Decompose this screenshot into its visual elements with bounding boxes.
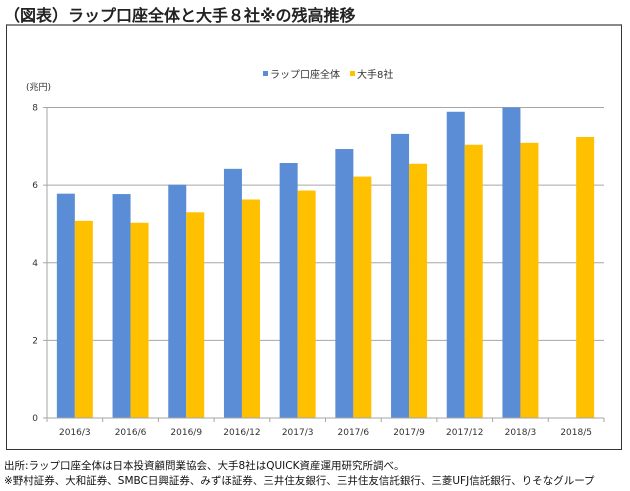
chart-title: （図表）ラップ口座全体と大手８社※の残高推移 [4, 6, 356, 25]
bar-total [223, 168, 242, 418]
footnotes: 出所:ラップ口座全体は日本投資顧問業協会、大手8社はQUICK資産運用研究所調べ… [4, 459, 595, 489]
x-tick-label: 2018/5 [560, 428, 592, 438]
legend-label-top8: 大手8社 [357, 68, 393, 81]
bar-total [335, 149, 354, 419]
y-tick-label: 8 [32, 104, 38, 114]
bar-top8 [464, 144, 483, 418]
y-axis-unit-label: (兆円) [26, 82, 51, 93]
x-tick-label: 2018/3 [505, 428, 537, 438]
x-tick-label: 2016/9 [170, 428, 202, 438]
bar-total [502, 107, 521, 418]
x-tick-label: 2016/12 [223, 428, 260, 438]
bar-total [56, 193, 75, 418]
bar-total [446, 111, 465, 418]
bar-top8 [74, 220, 93, 418]
bar-top8 [130, 222, 149, 418]
bar-total [391, 133, 410, 418]
bar-top8 [353, 176, 372, 418]
source-note: 出所:ラップ口座全体は日本投資顧問業協会、大手8社はQUICK資産運用研究所調べ… [4, 460, 405, 472]
y-tick-label: 0 [32, 414, 38, 424]
bar-total [279, 163, 298, 418]
chart-frame [6, 24, 622, 450]
legend-swatch-total [263, 71, 268, 76]
x-tick-label: 2017/12 [446, 428, 483, 438]
bar-total [168, 184, 187, 418]
bar-top8 [409, 163, 428, 418]
x-tick-label: 2017/3 [282, 428, 314, 438]
bar-top8 [576, 136, 595, 418]
y-tick-label: 2 [32, 336, 38, 346]
x-tick-label: 2016/6 [115, 428, 147, 438]
bar-top8 [520, 142, 539, 418]
bar-top8 [241, 199, 260, 418]
bar-top8 [186, 212, 205, 418]
x-tick-label: 2016/3 [59, 428, 91, 438]
y-tick-label: 6 [32, 181, 38, 191]
x-tick-label: 2017/6 [338, 428, 370, 438]
legend-label-total: ラップ口座全体 [270, 68, 340, 81]
bar-top8 [297, 190, 316, 418]
y-tick-label: 4 [32, 259, 38, 269]
asterisk-note: ※野村証券、大和証券、SMBC日興証券、みずほ証券、三井住友銀行、三井住友信託銀… [4, 475, 595, 487]
legend-swatch-top8 [350, 71, 355, 76]
bar-total [112, 194, 131, 418]
x-tick-label: 2017/9 [393, 428, 425, 438]
